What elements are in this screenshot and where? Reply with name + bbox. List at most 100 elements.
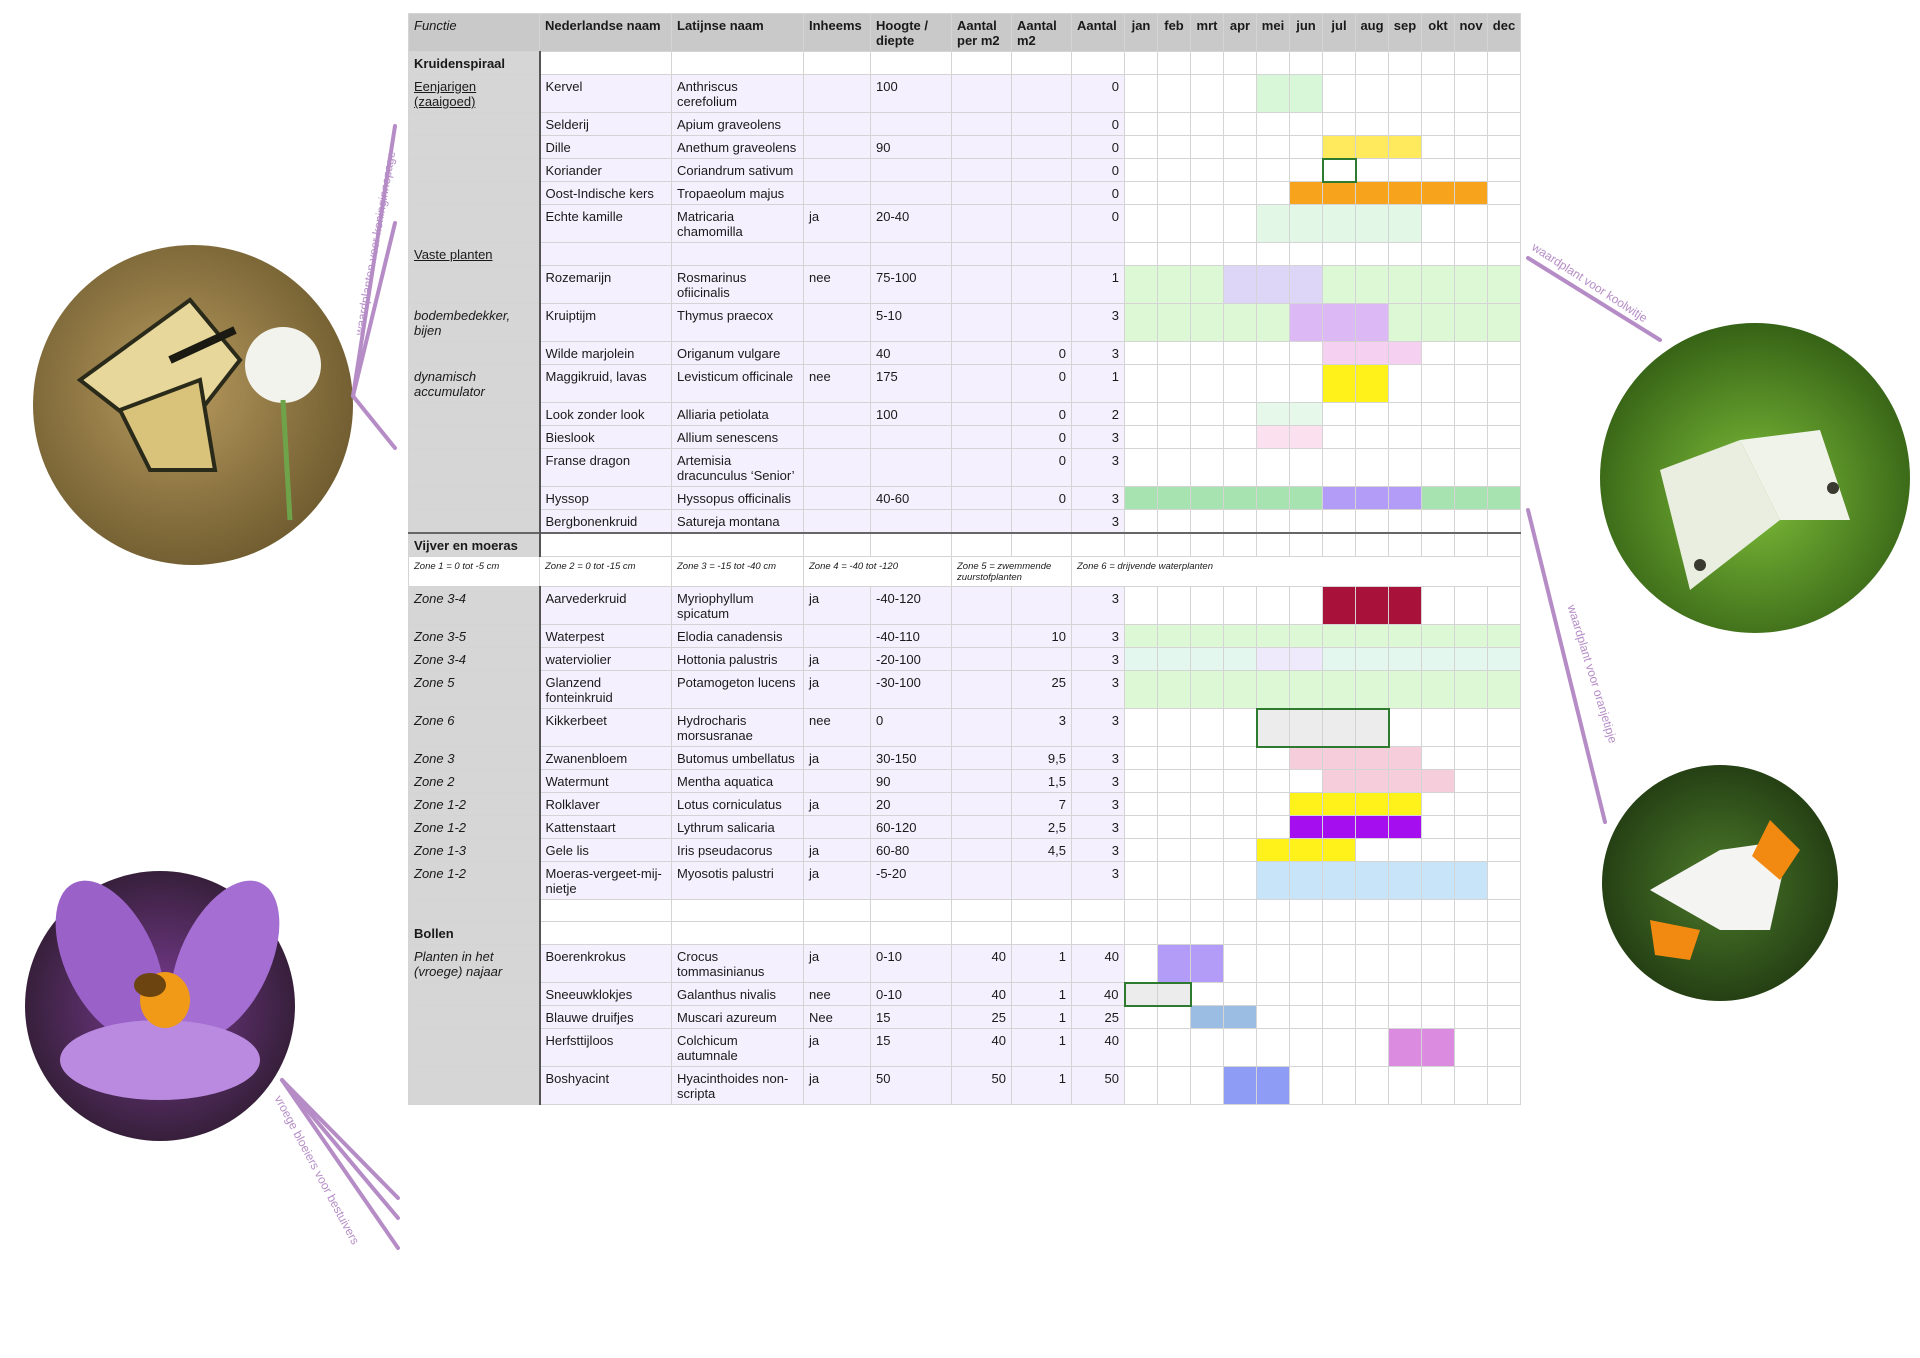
month-cell bbox=[1388, 486, 1422, 510]
month-cell bbox=[1223, 486, 1257, 510]
quantity-cell: 3 bbox=[1071, 708, 1125, 747]
per-m2-cell: 50 bbox=[951, 1066, 1012, 1105]
month-cell bbox=[1454, 670, 1488, 709]
empty-cell bbox=[1223, 51, 1257, 75]
month-cell bbox=[1487, 746, 1521, 770]
annotation-koninginnepage: waardplanten voor koninginnepage bbox=[352, 150, 399, 337]
quantity-cell: 3 bbox=[1071, 861, 1125, 900]
table-row: Zone 1 = 0 tot -5 cm Zone 2 = 0 tot -15 c… bbox=[408, 556, 1521, 587]
height-cell bbox=[870, 425, 952, 449]
empty-cell bbox=[803, 899, 871, 922]
table-row: Bieslook Allium senescens 0 3 bbox=[408, 425, 1521, 449]
empty-cell bbox=[1223, 921, 1257, 945]
month-cell bbox=[1256, 158, 1290, 182]
native-cell: ja bbox=[803, 1028, 871, 1067]
per-m2-cell bbox=[951, 448, 1012, 487]
per-m2-cell bbox=[951, 112, 1012, 136]
table-row: Zone 3 Zwanenbloem Butomus umbellatus ja 30-… bbox=[408, 746, 1521, 770]
per-m2-cell bbox=[951, 624, 1012, 648]
month-cell bbox=[1256, 861, 1290, 900]
month-cell bbox=[1388, 624, 1422, 648]
m2-cell bbox=[1011, 303, 1072, 342]
native-cell: nee bbox=[803, 364, 871, 403]
table-row: Bergbonenkruid Satureja montana 3 bbox=[408, 509, 1521, 534]
height-cell: -30-100 bbox=[870, 670, 952, 709]
month-cell bbox=[1223, 647, 1257, 671]
section-heading: Kruidenspiraal bbox=[408, 51, 541, 75]
quantity-cell: 3 bbox=[1071, 624, 1125, 648]
latin-name-cell: Anethum graveolens bbox=[671, 135, 804, 159]
latin-name-cell: Rosmarinus ofiicinalis bbox=[671, 265, 804, 304]
month-cell bbox=[1421, 944, 1455, 983]
month-cell bbox=[1256, 204, 1290, 243]
month-cell bbox=[1487, 792, 1521, 816]
month-cell bbox=[1157, 861, 1191, 900]
empty-cell bbox=[1190, 532, 1224, 557]
month-cell bbox=[1421, 448, 1455, 487]
month-cell bbox=[1355, 425, 1389, 449]
height-cell bbox=[870, 112, 952, 136]
month-cell bbox=[1223, 982, 1257, 1006]
quantity-cell: 2 bbox=[1071, 402, 1125, 426]
month-cell bbox=[1157, 448, 1191, 487]
month-cell bbox=[1289, 74, 1323, 113]
empty-cell bbox=[671, 51, 804, 75]
month-cell bbox=[1487, 242, 1521, 266]
native-cell: nee bbox=[803, 265, 871, 304]
function-cell: bodembedekker, bijen bbox=[408, 303, 541, 342]
month-cell bbox=[1454, 1028, 1488, 1067]
function-cell bbox=[408, 181, 541, 205]
month-cell bbox=[1388, 982, 1422, 1006]
table-row: Boshyacint Hyacinthoides non-scripta ja 50 5… bbox=[408, 1066, 1521, 1105]
month-cell bbox=[1157, 303, 1191, 342]
month-cell bbox=[1388, 1066, 1422, 1105]
month-cell bbox=[1223, 670, 1257, 709]
per-m2-cell bbox=[951, 242, 1012, 266]
height-cell: 100 bbox=[870, 402, 952, 426]
m2-cell: 1 bbox=[1011, 1028, 1072, 1067]
month-cell bbox=[1289, 509, 1323, 534]
m2-cell bbox=[1011, 181, 1072, 205]
month-cell bbox=[1355, 74, 1389, 113]
latin-name-cell: Hottonia palustris bbox=[671, 647, 804, 671]
month-cell bbox=[1190, 74, 1224, 113]
col-header-month: mei bbox=[1256, 13, 1290, 52]
month-cell bbox=[1223, 425, 1257, 449]
dutch-name-cell: Maggikruid, lavas bbox=[539, 364, 672, 403]
month-cell bbox=[1388, 242, 1422, 266]
month-cell bbox=[1487, 303, 1521, 342]
month-cell bbox=[1487, 74, 1521, 113]
table-row: Vaste planten bbox=[408, 242, 1521, 266]
table-row: Zone 2 Watermunt Mentha aquatica 90 1,5 3 bbox=[408, 769, 1521, 793]
month-cell bbox=[1124, 265, 1158, 304]
m2-cell: 10 bbox=[1011, 624, 1072, 648]
latin-name-cell: Alliaria petiolata bbox=[671, 402, 804, 426]
month-cell bbox=[1322, 586, 1356, 625]
empty-cell bbox=[1322, 899, 1356, 922]
month-cell bbox=[1223, 944, 1257, 983]
latin-name-cell: Colchicum autumnale bbox=[671, 1028, 804, 1067]
empty-cell bbox=[1487, 921, 1521, 945]
month-cell bbox=[1256, 586, 1290, 625]
empty-cell bbox=[1322, 51, 1356, 75]
function-cell: Zone 2 bbox=[408, 769, 541, 793]
month-cell bbox=[1157, 815, 1191, 839]
function-cell bbox=[408, 204, 541, 243]
month-cell bbox=[1355, 135, 1389, 159]
month-cell bbox=[1421, 670, 1455, 709]
month-cell bbox=[1157, 981, 1192, 1007]
month-cell bbox=[1223, 1005, 1257, 1029]
col-header-month: jan bbox=[1124, 13, 1158, 52]
native-cell: ja bbox=[803, 204, 871, 243]
month-cell bbox=[1223, 746, 1257, 770]
empty-cell bbox=[1011, 921, 1072, 945]
month-cell bbox=[1421, 181, 1455, 205]
dutch-name-cell: Echte kamille bbox=[539, 204, 672, 243]
empty-cell bbox=[1190, 51, 1224, 75]
per-m2-cell bbox=[951, 74, 1012, 113]
zone-legend-cell: Zone 1 = 0 tot -5 cm bbox=[408, 556, 540, 587]
month-cell bbox=[1487, 341, 1521, 365]
month-cell bbox=[1157, 74, 1191, 113]
month-cell bbox=[1487, 425, 1521, 449]
month-cell bbox=[1256, 838, 1290, 862]
